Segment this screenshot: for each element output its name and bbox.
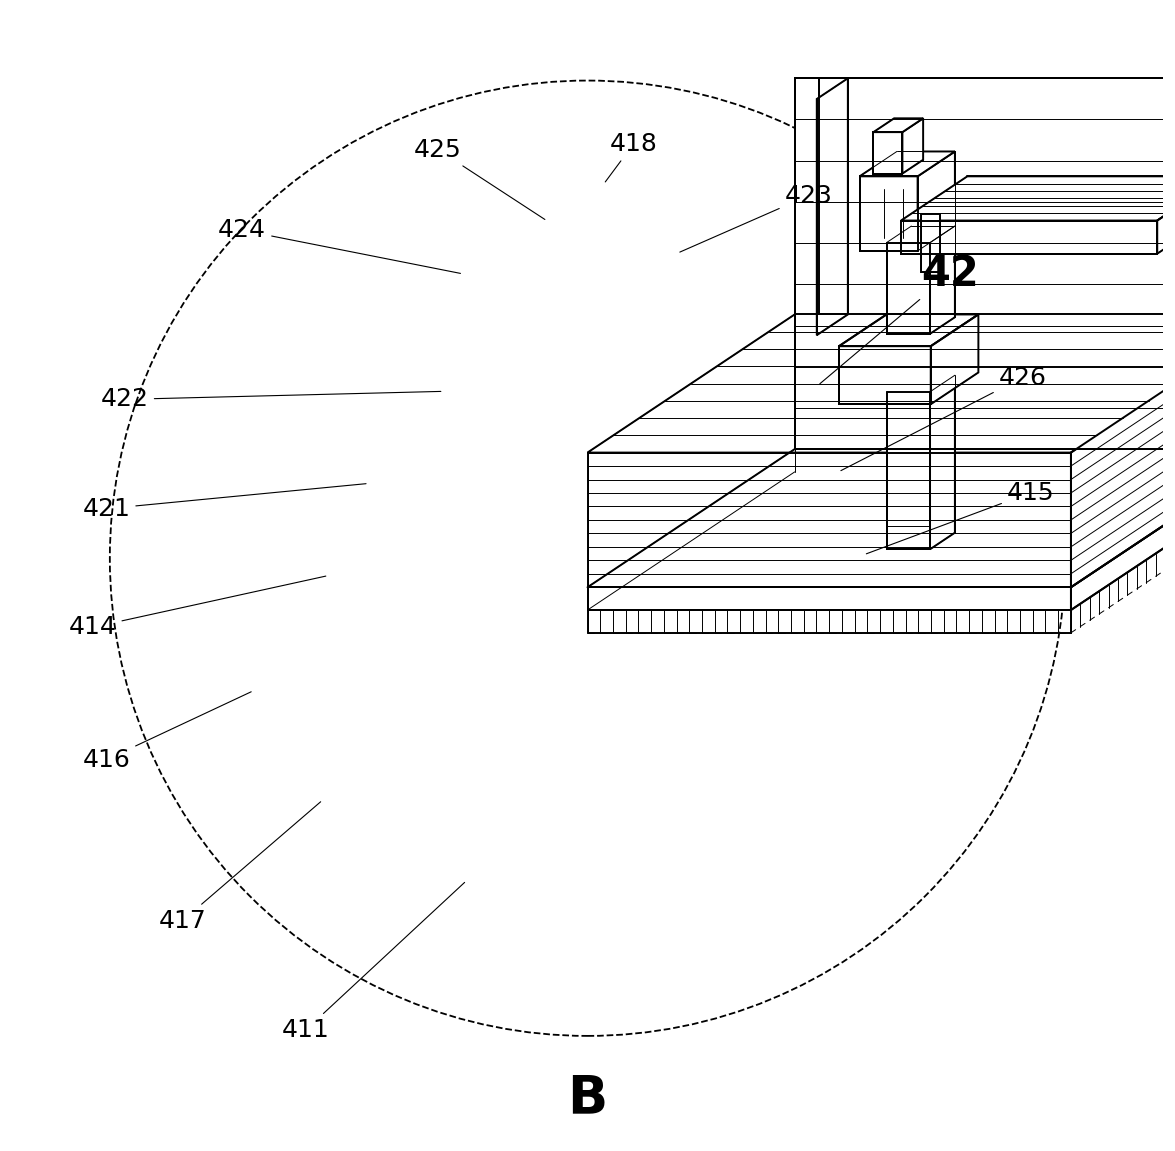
Polygon shape <box>918 152 955 251</box>
Text: 42: 42 <box>820 253 979 383</box>
Text: 416: 416 <box>82 692 251 771</box>
Polygon shape <box>1070 449 1175 610</box>
Polygon shape <box>1070 314 1175 587</box>
Polygon shape <box>886 226 955 243</box>
Polygon shape <box>886 243 931 334</box>
Polygon shape <box>902 119 924 174</box>
Text: 418: 418 <box>605 132 658 182</box>
Polygon shape <box>886 391 931 549</box>
Polygon shape <box>931 375 955 549</box>
Polygon shape <box>1157 176 1175 253</box>
Text: 411: 411 <box>282 883 464 1042</box>
Polygon shape <box>901 221 1157 253</box>
Text: 415: 415 <box>866 481 1054 554</box>
Polygon shape <box>860 152 955 176</box>
Text: 426: 426 <box>841 366 1047 471</box>
Polygon shape <box>839 314 979 346</box>
Text: 425: 425 <box>414 138 545 220</box>
Text: 422: 422 <box>101 388 441 411</box>
Polygon shape <box>588 587 1070 610</box>
Text: 421: 421 <box>82 483 367 520</box>
Polygon shape <box>921 214 940 272</box>
Polygon shape <box>931 226 955 334</box>
Polygon shape <box>860 176 918 251</box>
Polygon shape <box>873 132 902 174</box>
Text: B: B <box>568 1072 607 1125</box>
Text: 417: 417 <box>159 802 321 932</box>
Polygon shape <box>588 449 1175 587</box>
Polygon shape <box>931 314 979 404</box>
Polygon shape <box>588 314 1175 452</box>
Polygon shape <box>901 176 1175 221</box>
Polygon shape <box>839 346 931 404</box>
Text: 424: 424 <box>219 219 461 274</box>
Polygon shape <box>588 452 1070 587</box>
Polygon shape <box>873 119 924 132</box>
Text: 423: 423 <box>680 184 832 252</box>
Text: 414: 414 <box>68 577 325 639</box>
Polygon shape <box>817 78 848 335</box>
Polygon shape <box>794 78 1175 449</box>
Polygon shape <box>819 78 848 314</box>
